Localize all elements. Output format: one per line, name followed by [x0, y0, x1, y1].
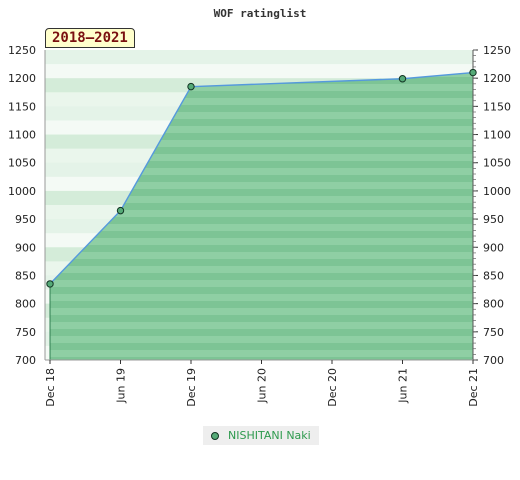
data-point	[469, 68, 477, 77]
y-tick-label-right: 700	[483, 354, 504, 367]
data-point	[187, 82, 195, 91]
background-band	[45, 64, 473, 79]
y-tick-label-right: 850	[483, 269, 504, 282]
y-tick-label-left: 750	[15, 326, 36, 339]
y-tick-label-right: 1050	[483, 157, 511, 170]
chart-title: WOF ratinglist	[214, 7, 307, 20]
y-tick-label-right: 1250	[483, 44, 511, 57]
y-tick-label-right: 1100	[483, 129, 511, 142]
background-band	[45, 50, 473, 65]
y-tick-label-left: 1250	[8, 44, 36, 57]
points-layer	[46, 68, 477, 288]
x-tick-label: Jun 21	[397, 368, 410, 404]
y-tick-label-left: 800	[15, 298, 36, 311]
x-tick-label: Jun 19	[115, 368, 128, 404]
x-tick-label: Dec 20	[326, 368, 339, 407]
y-tick-label-left: 1100	[8, 129, 36, 142]
legend-marker	[211, 431, 219, 440]
y-tick-label-left: 850	[15, 269, 36, 282]
y-tick-label-right: 950	[483, 213, 504, 226]
y-tick-label-left: 1200	[8, 72, 36, 85]
x-tick-label: Dec 19	[185, 368, 198, 407]
y-tick-label-right: 800	[483, 298, 504, 311]
axes: 700 700 750 750 800 800 850 850 900 900 950 950 1000…	[8, 44, 511, 407]
y-tick-label-left: 1050	[8, 157, 36, 170]
data-point	[46, 280, 54, 288]
y-tick-label-left: 1150	[8, 100, 36, 113]
x-tick-label: Jun 20	[256, 368, 269, 404]
y-tick-label-left: 900	[15, 241, 36, 254]
x-tick-label: Dec 18	[44, 368, 57, 407]
x-tick-label: Dec 21	[467, 368, 480, 407]
y-tick-label-left: 700	[15, 354, 36, 367]
y-tick-label-right: 750	[483, 326, 504, 339]
legend-label: NISHITANI Naki	[228, 429, 311, 442]
y-tick-label-right: 1000	[483, 185, 511, 198]
data-point	[116, 206, 125, 215]
data-point	[398, 75, 407, 83]
y-tick-label-right: 1200	[483, 72, 511, 85]
period-badge: 2018–2021	[45, 28, 135, 48]
y-tick-label-right: 900	[483, 241, 504, 254]
y-tick-label-left: 950	[15, 213, 36, 226]
legend[interactable]: NISHITANI Naki	[203, 426, 319, 445]
y-tick-label-right: 1150	[483, 100, 511, 113]
series-area	[50, 72, 473, 360]
y-tick-label-left: 1000	[8, 185, 36, 198]
